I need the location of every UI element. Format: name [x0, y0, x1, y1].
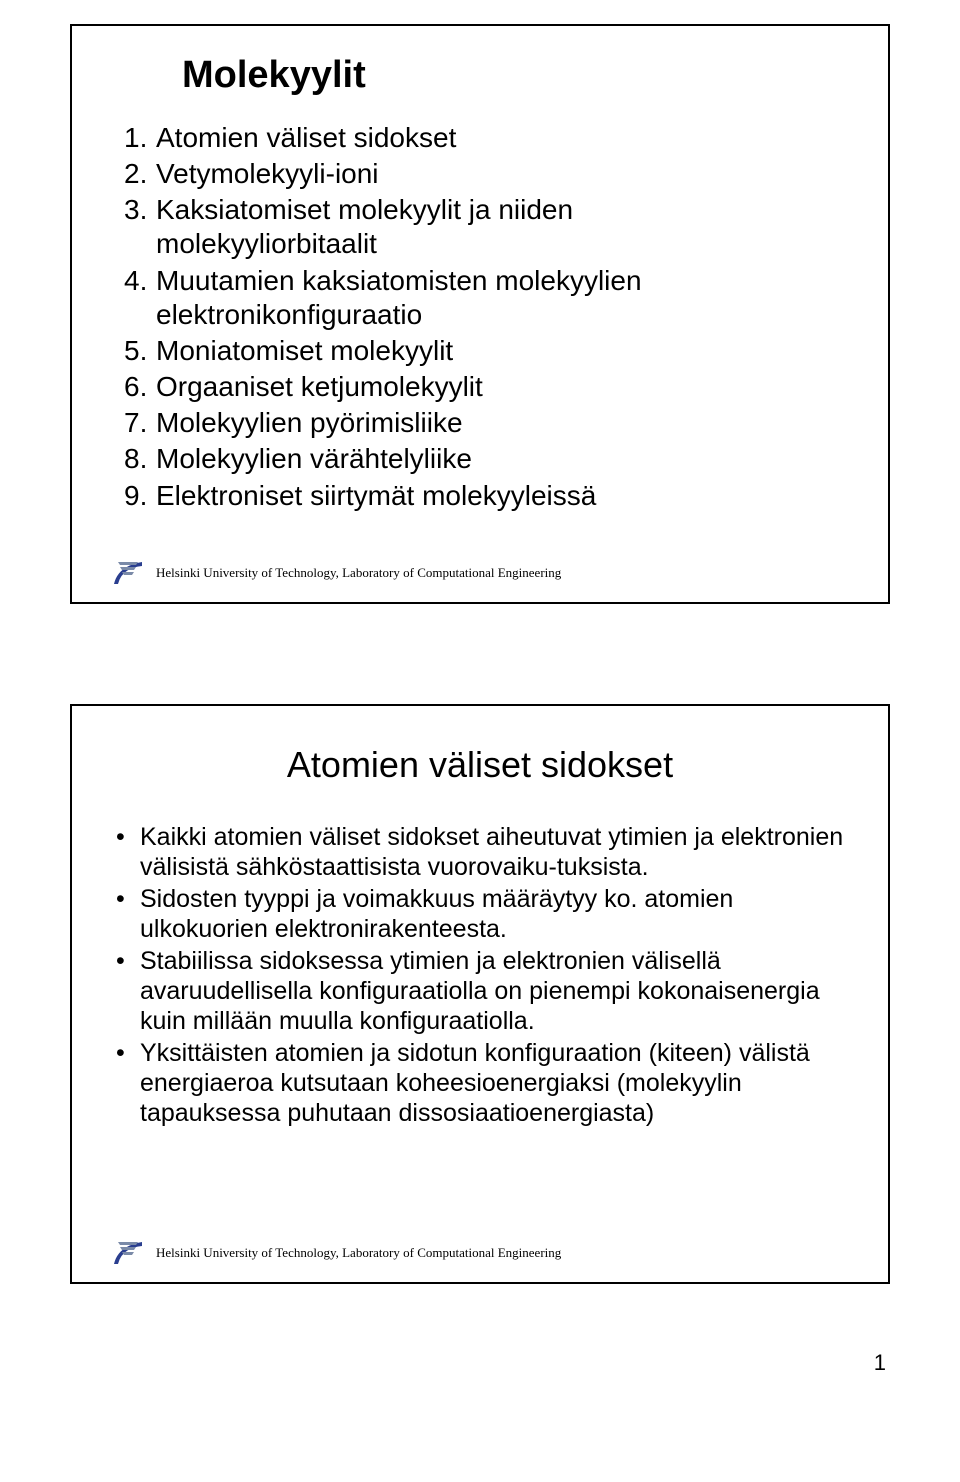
bullet-item: Stabiilissa sidoksessa ytimien ja elektr…: [114, 946, 848, 1036]
list-item: 9.Elektroniset siirtymät molekyyleissä: [124, 479, 848, 513]
item-text: Kaksiatomiset molekyylit ja niiden: [156, 194, 573, 225]
footer-text: Helsinki University of Technology, Labor…: [156, 1245, 561, 1261]
slide-footer: Helsinki University of Technology, Labor…: [112, 558, 561, 588]
page-number: 1: [874, 1350, 886, 1376]
slide1-list: 1.Atomien väliset sidokset 2.Vetymolekyy…: [124, 121, 848, 513]
list-item: 1.Atomien väliset sidokset: [124, 121, 848, 155]
bullet-item: Kaikki atomien väliset sidokset aiheutuv…: [114, 822, 848, 882]
item-number: 4.: [124, 264, 156, 298]
list-item: 6.Orgaaniset ketjumolekyylit: [124, 370, 848, 404]
slide-2: Atomien väliset sidokset Kaikki atomien …: [70, 704, 890, 1284]
item-text: Muutamien kaksiatomisten molekyylien: [156, 265, 642, 296]
item-text: Elektroniset siirtymät molekyyleissä: [156, 480, 596, 511]
list-item: 8.Molekyylien värähtelyliike: [124, 442, 848, 476]
list-item: 5.Moniatomiset molekyylit: [124, 334, 848, 368]
page-container: Molekyylit 1.Atomien väliset sidokset 2.…: [0, 0, 960, 1394]
bullet-item: Yksittäisten atomien ja sidotun konfigur…: [114, 1038, 848, 1128]
item-text: Moniatomiset molekyylit: [156, 335, 453, 366]
university-logo-icon: [112, 1238, 146, 1268]
item-text: Orgaaniset ketjumolekyylit: [156, 371, 483, 402]
item-number: 9.: [124, 479, 156, 513]
item-text: Molekyylien pyörimisliike: [156, 407, 463, 438]
slide-footer: Helsinki University of Technology, Labor…: [112, 1238, 561, 1268]
item-number: 5.: [124, 334, 156, 368]
slide1-title: Molekyylit: [182, 54, 848, 97]
item-number: 2.: [124, 157, 156, 191]
slide2-list: Kaikki atomien väliset sidokset aiheutuv…: [114, 822, 848, 1128]
item-continuation: molekyyliorbitaalit: [156, 227, 848, 261]
item-number: 6.: [124, 370, 156, 404]
item-number: 3.: [124, 193, 156, 227]
list-item: 3.Kaksiatomiset molekyylit ja niidenmole…: [124, 193, 848, 261]
item-continuation: elektronikonfiguraatio: [156, 298, 848, 332]
list-item: 4.Muutamien kaksiatomisten molekyylienel…: [124, 264, 848, 332]
item-number: 8.: [124, 442, 156, 476]
item-number: 1.: [124, 121, 156, 155]
item-text: Molekyylien värähtelyliike: [156, 443, 472, 474]
slide2-title: Atomien väliset sidokset: [112, 744, 848, 786]
item-number: 7.: [124, 406, 156, 440]
footer-text: Helsinki University of Technology, Labor…: [156, 565, 561, 581]
bullet-item: Sidosten tyyppi ja voimakkuus määräytyy …: [114, 884, 848, 944]
list-item: 2.Vetymolekyyli-ioni: [124, 157, 848, 191]
list-item: 7.Molekyylien pyörimisliike: [124, 406, 848, 440]
item-text: Vetymolekyyli-ioni: [156, 158, 379, 189]
slide-1: Molekyylit 1.Atomien väliset sidokset 2.…: [70, 24, 890, 604]
item-text: Atomien väliset sidokset: [156, 122, 456, 153]
university-logo-icon: [112, 558, 146, 588]
